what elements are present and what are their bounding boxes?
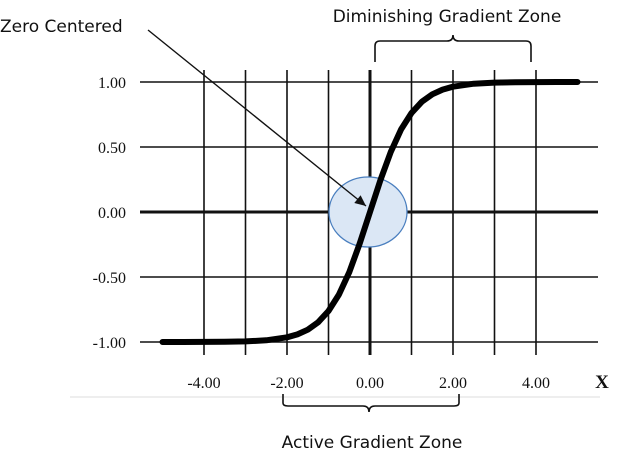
axes: [70, 70, 600, 398]
y-tick-label: -0.50: [93, 270, 126, 287]
x-tick-label: -2.00: [270, 375, 303, 392]
x-tick-label: 0.00: [356, 375, 384, 392]
x-tick-label: -4.00: [187, 375, 220, 392]
active-zone-label: Active Gradient Zone: [282, 433, 463, 453]
tick-labels: 1.00 0.50 0.00 -0.50 -1.00 -4.00 -2.00 0.00 2.00…: [93, 75, 550, 392]
x-tick-label: 4.00: [522, 375, 550, 392]
zero-centered-arrow: [147, 29, 367, 207]
series-line: [159, 79, 581, 345]
active-zone-bracket: [282, 394, 460, 413]
y-tick-label: 0.50: [98, 140, 126, 157]
diminishing-zone-label: Diminishing Gradient Zone: [333, 7, 562, 27]
x-axis-label: X: [595, 372, 609, 393]
y-tick-label: -1.00: [93, 335, 126, 352]
zero-centered-arrowhead: [354, 195, 366, 206]
y-tick-label: 1.00: [98, 75, 126, 92]
annotations: Zero Centered Diminishing Gradient Zone …: [0, 7, 561, 453]
x-tick-label: 2.00: [439, 375, 467, 392]
zero-centered-label: Zero Centered: [0, 17, 123, 37]
diminishing-zone-bracket: [374, 34, 532, 62]
y-tick-label: 0.00: [98, 205, 126, 222]
